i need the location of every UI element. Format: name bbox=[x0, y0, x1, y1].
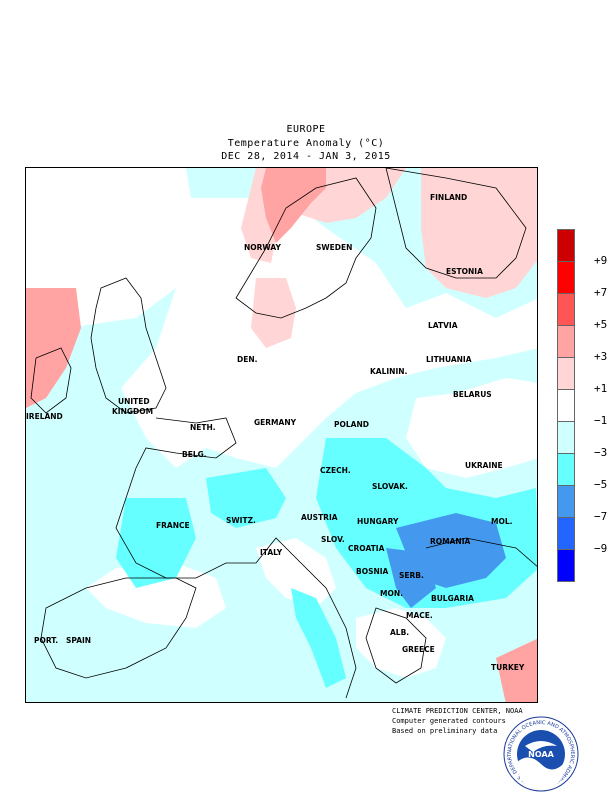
label-italy: ITALY bbox=[260, 548, 283, 557]
label-neth: NETH. bbox=[190, 423, 216, 432]
legend-tick-label: −7 bbox=[594, 510, 608, 523]
anomaly-map: FINLAND NORWAY SWEDEN ESTONIA LATVIA LIT… bbox=[25, 167, 538, 703]
noaa-text: NOAA bbox=[528, 750, 554, 759]
legend-tick-label: −5 bbox=[594, 478, 608, 491]
noaa-logo: NATIONAL OCEANIC AND ATMOSPHERIC ADMINIS… bbox=[503, 716, 579, 792]
label-ukraine: UKRAINE bbox=[465, 461, 503, 470]
legend-swatch bbox=[557, 485, 575, 518]
label-ireland: IRELAND bbox=[26, 412, 63, 421]
label-austria: AUSTRIA bbox=[301, 513, 338, 522]
legend-swatch bbox=[557, 293, 575, 326]
britain-outline bbox=[90, 277, 167, 414]
label-sweden: SWEDEN bbox=[316, 243, 352, 252]
near-zero-zone-ukraine bbox=[406, 378, 537, 478]
label-lithuania: LITHUANIA bbox=[426, 355, 472, 364]
label-germany: GERMANY bbox=[254, 418, 297, 427]
label-czech: CZECH. bbox=[320, 466, 351, 475]
greece-outline bbox=[365, 607, 427, 684]
label-kingdom: KINGDOM bbox=[112, 407, 153, 416]
label-hungary: HUNGARY bbox=[357, 517, 399, 526]
label-belg: BELG. bbox=[182, 450, 207, 459]
positive-anomaly-ireland bbox=[26, 288, 81, 408]
label-den: DEN. bbox=[237, 355, 258, 364]
label-estonia: ESTONIA bbox=[446, 267, 483, 276]
legend-swatch bbox=[557, 453, 575, 486]
legend-swatch bbox=[557, 325, 575, 358]
map-date-range: DEC 28, 2014 - JAN 3, 2015 bbox=[221, 151, 391, 162]
near-zero-zone-aegean bbox=[356, 608, 446, 678]
color-legend bbox=[557, 229, 575, 582]
negative-anomaly-adriatic bbox=[291, 588, 346, 688]
label-bulgaria: BULGARIA bbox=[431, 594, 474, 603]
positive-anomaly-norway-core bbox=[261, 168, 326, 243]
ireland-outline bbox=[30, 347, 72, 414]
finland-outline bbox=[385, 168, 527, 279]
negative-anomaly-serbia bbox=[386, 548, 436, 608]
legend-swatch bbox=[557, 517, 575, 550]
label-latvia: LATVIA bbox=[428, 321, 458, 330]
legend-tick-label: −3 bbox=[594, 446, 608, 459]
legend-tick-label: −1 bbox=[594, 414, 608, 427]
scandinavia-outline bbox=[235, 177, 377, 319]
label-poland: POLAND bbox=[334, 420, 369, 429]
black-sea-coast bbox=[425, 537, 537, 567]
map-subtitle: Temperature Anomaly (°C) bbox=[227, 138, 385, 149]
positive-anomaly-denmark bbox=[251, 278, 296, 348]
negative-anomaly-france bbox=[116, 498, 196, 588]
label-france: FRANCE bbox=[156, 521, 190, 530]
label-mace: MACE. bbox=[406, 611, 433, 620]
legend-swatch bbox=[557, 389, 575, 422]
label-croatia: CROATIA bbox=[348, 544, 385, 553]
label-finland: FINLAND bbox=[430, 193, 467, 202]
label-romania: ROMANIA bbox=[430, 537, 470, 546]
legend-tick-label: +7 bbox=[594, 286, 608, 299]
anomaly-map-svg: FINLAND NORWAY SWEDEN ESTONIA LATVIA LIT… bbox=[26, 168, 537, 702]
label-slov: SLOV. bbox=[321, 535, 345, 544]
credit-line-2: Computer generated contours bbox=[392, 717, 506, 725]
credit-line-1: CLIMATE PREDICTION CENTER, NOAA bbox=[392, 707, 523, 715]
near-zero-zone-north bbox=[121, 198, 537, 468]
legend-swatch bbox=[557, 357, 575, 390]
label-mon: MON. bbox=[380, 589, 403, 598]
label-united: UNITED bbox=[118, 397, 150, 406]
legend-tick-label: −9 bbox=[594, 542, 608, 555]
iberia-outline bbox=[40, 577, 197, 679]
label-switz: SWITZ. bbox=[226, 516, 256, 525]
label-serb: SERB. bbox=[399, 571, 424, 580]
positive-anomaly-turkey bbox=[496, 638, 537, 702]
label-port: PORT. bbox=[34, 636, 58, 645]
positive-anomaly-finland bbox=[421, 168, 537, 298]
label-belarus: BELARUS bbox=[453, 390, 492, 399]
label-alb: ALB. bbox=[390, 628, 409, 637]
map-title: EUROPE bbox=[286, 124, 326, 135]
credit-line-3: Based on preliminary data bbox=[392, 727, 498, 735]
country-labels: FINLAND NORWAY SWEDEN ESTONIA LATVIA LIT… bbox=[26, 193, 525, 672]
label-norway: NORWAY bbox=[244, 243, 281, 252]
label-mol: MOL. bbox=[491, 517, 513, 526]
legend-tick-label: +9 bbox=[594, 254, 608, 267]
continent-outline bbox=[115, 417, 357, 699]
label-turkey: TURKEY bbox=[491, 663, 525, 672]
legend-swatch bbox=[557, 229, 575, 262]
legend-swatch bbox=[557, 549, 575, 582]
label-kalinin: KALININ. bbox=[370, 367, 408, 376]
label-bosnia: BOSNIA bbox=[356, 567, 389, 576]
legend-swatch bbox=[557, 421, 575, 454]
label-greece: GREECE bbox=[402, 645, 435, 654]
legend-tick-label: +5 bbox=[594, 318, 608, 331]
legend-tick-label: +3 bbox=[594, 350, 608, 363]
negative-anomaly-switzerland bbox=[206, 468, 286, 528]
coastlines bbox=[30, 168, 537, 699]
label-spain: SPAIN bbox=[66, 636, 91, 645]
legend-swatch bbox=[557, 261, 575, 294]
label-slovak: SLOVAK. bbox=[372, 482, 408, 491]
legend-tick-label: +1 bbox=[594, 382, 608, 395]
near-zero-zone-italy bbox=[256, 538, 336, 608]
